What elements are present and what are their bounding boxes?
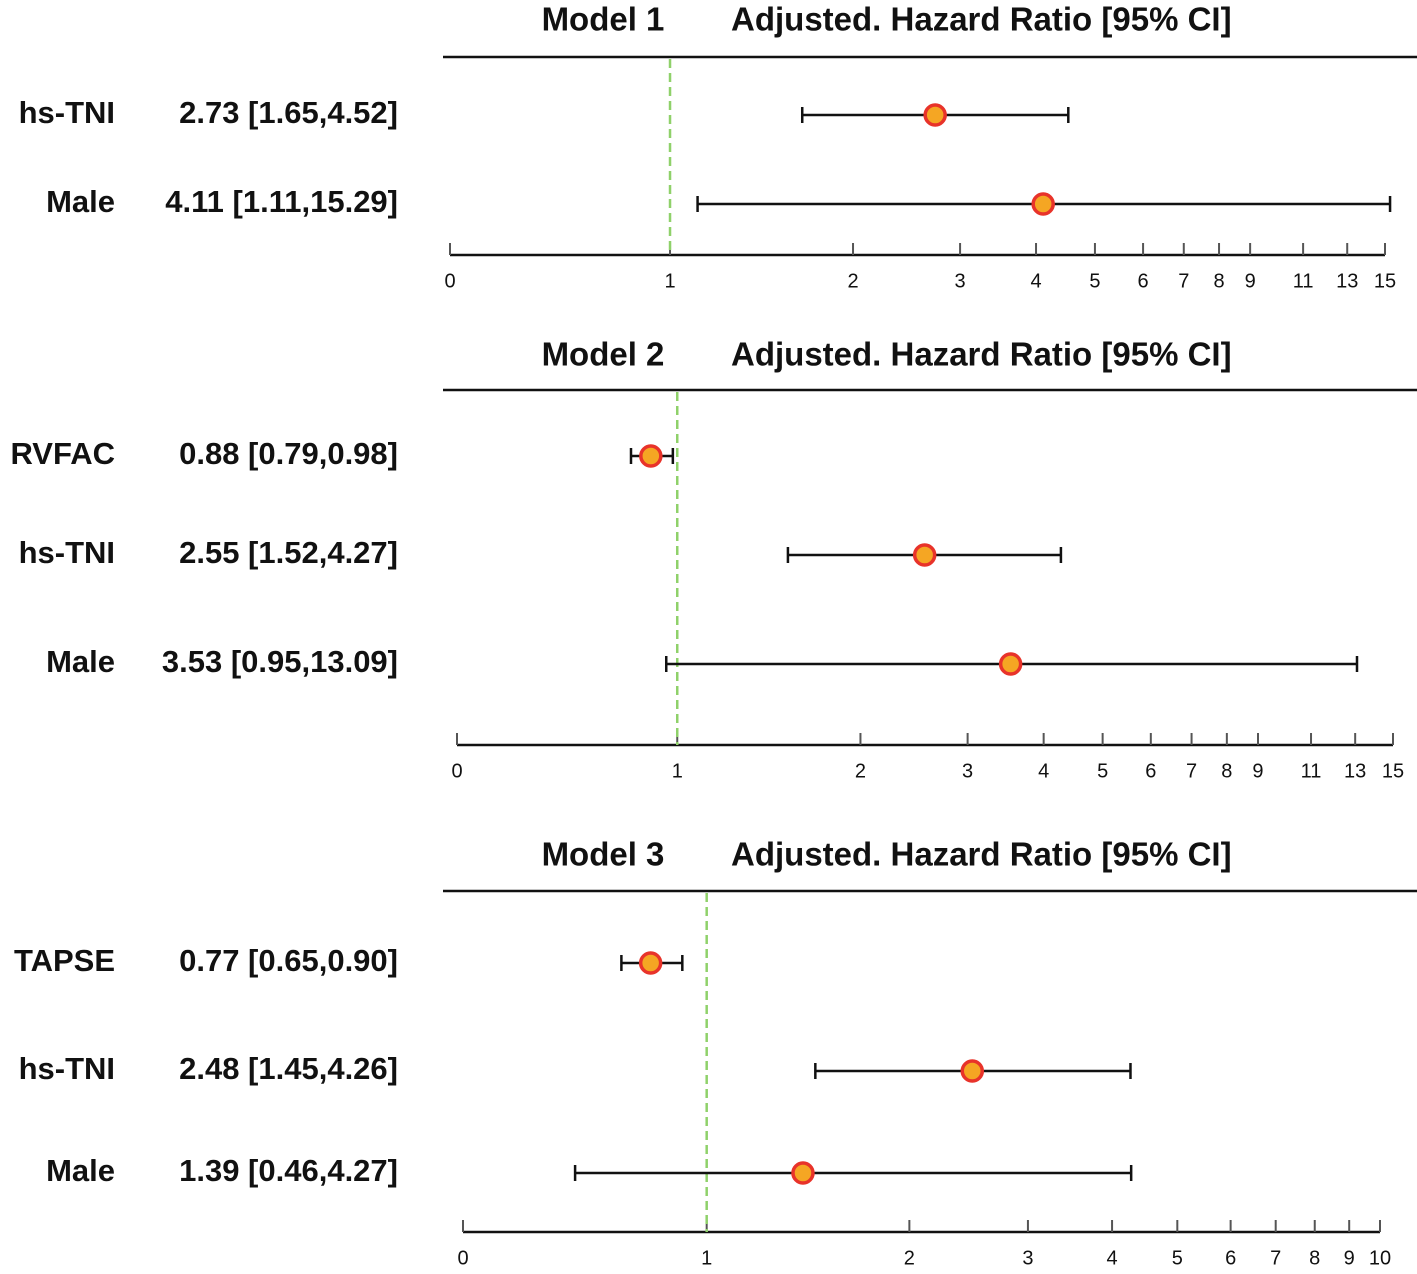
panel-subtitle: Adjusted. Hazard Ratio [95% CI]	[731, 1, 1232, 38]
x-tick-label: 4	[1038, 760, 1049, 782]
x-tick-label: 1	[672, 760, 683, 782]
estimate-label: 0.77 [0.65,0.90]	[179, 943, 398, 978]
x-tick-label: 13	[1344, 760, 1366, 782]
x-tick-label: 15	[1374, 270, 1396, 292]
estimate-point	[1031, 192, 1055, 216]
x-tick-label: 0	[451, 760, 462, 782]
estimate-label: 0.88 [0.79,0.98]	[179, 436, 398, 471]
panel-subtitle: Adjusted. Hazard Ratio [95% CI]	[731, 336, 1232, 373]
x-tick-label: 3	[955, 270, 966, 292]
x-tick-label: 5	[1097, 760, 1108, 782]
x-tick-label: 3	[962, 760, 973, 782]
estimate-point	[960, 1059, 985, 1083]
x-tick-label: 8	[1309, 1247, 1320, 1269]
x-tick-label: 4	[1030, 270, 1041, 292]
x-tick-label: 1	[701, 1247, 712, 1269]
x-tick-label: 5	[1172, 1247, 1183, 1269]
x-tick-label: 10	[1369, 1247, 1391, 1269]
x-tick-label: 8	[1213, 270, 1224, 292]
x-tick-label: 0	[457, 1247, 468, 1269]
x-tick-label: 9	[1344, 1247, 1355, 1269]
estimate-point	[639, 444, 663, 468]
x-tick-label: 3	[1022, 1247, 1033, 1269]
estimate-point	[998, 652, 1023, 676]
estimate-point	[912, 543, 937, 567]
row-label: TAPSE	[14, 943, 115, 978]
estimate-label: 2.48 [1.45,4.26]	[179, 1051, 398, 1086]
x-tick-label: 8	[1221, 760, 1232, 782]
panel-subtitle: Adjusted. Hazard Ratio [95% CI]	[731, 836, 1232, 873]
panel-title: Model 1	[542, 1, 665, 38]
x-tick-label: 6	[1225, 1247, 1236, 1269]
estimate-label: 2.73 [1.65,4.52]	[179, 95, 398, 130]
x-tick-label: 7	[1186, 760, 1197, 782]
x-tick-label: 9	[1245, 270, 1256, 292]
x-tick-label: 11	[1293, 270, 1314, 292]
x-tick-label: 15	[1382, 760, 1404, 782]
estimate-point	[923, 103, 947, 127]
x-tick-label: 2	[855, 760, 866, 782]
x-tick-label: 7	[1270, 1247, 1281, 1269]
x-tick-label: 6	[1138, 270, 1149, 292]
x-tick-label: 11	[1301, 760, 1322, 782]
panel-title: Model 3	[542, 836, 665, 873]
x-tick-label: 7	[1178, 270, 1189, 292]
x-tick-label: 2	[847, 270, 858, 292]
row-label: Male	[46, 1153, 115, 1188]
row-label: Male	[46, 184, 115, 219]
estimate-label: 4.11 [1.11,15.29]	[165, 184, 398, 219]
estimate-label: 2.55 [1.52,4.27]	[179, 535, 398, 570]
row-label: Male	[46, 644, 115, 679]
x-tick-label: 6	[1145, 760, 1156, 782]
x-tick-label: 13	[1336, 270, 1358, 292]
estimate-label: 3.53 [0.95,13.09]	[162, 644, 398, 679]
panel-title: Model 2	[542, 336, 665, 373]
estimate-label: 1.39 [0.46,4.27]	[179, 1153, 398, 1188]
x-tick-label: 5	[1089, 270, 1100, 292]
estimate-point	[638, 951, 663, 975]
estimate-point	[791, 1161, 815, 1185]
x-tick-label: 0	[444, 270, 455, 292]
row-label: RVFAC	[10, 436, 115, 471]
x-tick-label: 2	[904, 1247, 915, 1269]
row-label: hs-TNI	[19, 535, 115, 570]
x-tick-label: 1	[664, 270, 675, 292]
row-label: hs-TNI	[19, 95, 115, 130]
row-label: hs-TNI	[19, 1051, 115, 1086]
x-tick-label: 4	[1106, 1247, 1117, 1269]
x-tick-label: 9	[1252, 760, 1263, 782]
